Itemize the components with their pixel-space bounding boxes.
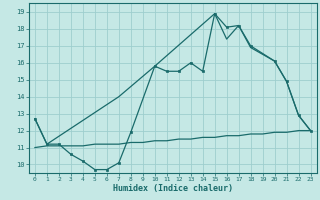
X-axis label: Humidex (Indice chaleur): Humidex (Indice chaleur) [113, 184, 233, 193]
